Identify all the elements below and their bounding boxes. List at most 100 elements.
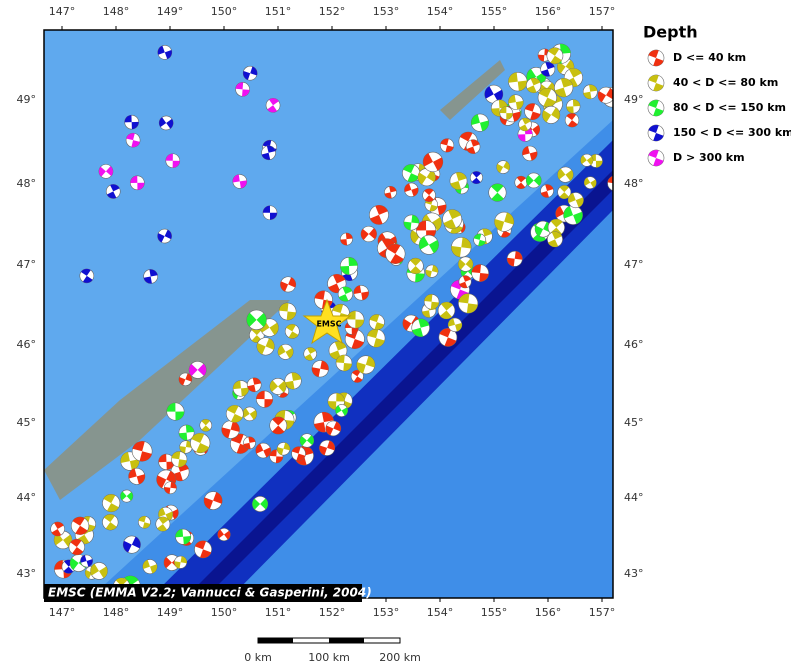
beach-ball-quadrant xyxy=(277,345,286,356)
beach-ball-quadrant xyxy=(264,399,273,408)
beach-ball-quadrant xyxy=(410,258,421,266)
beach-ball xyxy=(647,149,665,167)
beach-ball-quadrant xyxy=(431,217,442,231)
beach-ball-quadrant xyxy=(597,91,607,103)
longitude-label: 149° xyxy=(157,606,184,619)
beach-ball xyxy=(142,559,158,575)
beach-ball-quadrant xyxy=(340,265,350,275)
longitude-label: 157° xyxy=(589,5,616,18)
beach-ball xyxy=(525,172,542,189)
beach-ball-quadrant xyxy=(277,447,284,455)
beach-ball xyxy=(647,124,665,142)
beach-ball-quadrant xyxy=(99,566,108,579)
beach-ball-quadrant xyxy=(320,360,329,371)
beach-ball-quadrant xyxy=(314,290,325,300)
beach-ball-quadrant xyxy=(119,634,126,641)
beach-ball xyxy=(580,153,594,167)
beach-ball-quadrant xyxy=(423,153,433,167)
beach-ball-quadrant xyxy=(439,328,452,338)
beach-ball-quadrant xyxy=(291,446,301,454)
beach-ball xyxy=(125,132,141,148)
beach-ball-quadrant xyxy=(333,274,346,284)
beach-ball xyxy=(353,285,369,301)
beach-ball xyxy=(70,516,90,535)
longitude-label: 151° xyxy=(265,5,292,18)
beach-ball-quadrant xyxy=(470,139,480,147)
beach-ball-quadrant xyxy=(275,456,283,463)
beach-ball-quadrant xyxy=(131,536,141,549)
beach-ball xyxy=(284,323,300,339)
beach-ball-quadrant xyxy=(522,118,531,125)
longitude-label: 155° xyxy=(481,606,508,619)
island-chain xyxy=(440,60,505,120)
beach-ball-quadrant xyxy=(411,187,419,197)
beach-ball-quadrant xyxy=(508,94,516,104)
beach-ball-quadrant xyxy=(312,367,321,377)
beach-ball-quadrant xyxy=(280,281,289,292)
beach-ball-quadrant xyxy=(191,433,205,444)
beach-ball-body xyxy=(134,606,157,629)
beach-ball-quadrant xyxy=(178,432,188,441)
beach-ball-quadrant xyxy=(491,183,504,193)
beach-ball xyxy=(440,138,455,153)
beach-ball xyxy=(473,233,487,247)
beach-ball xyxy=(411,318,430,337)
beach-ball-quadrant xyxy=(172,160,180,168)
beach-ball-quadrant xyxy=(540,190,549,198)
beach-ball-quadrant xyxy=(235,82,244,90)
beach-ball-quadrant xyxy=(243,442,251,449)
beach-ball-quadrant xyxy=(269,380,279,392)
beach-ball xyxy=(506,250,523,267)
latitude-label: 45° xyxy=(624,416,644,429)
beach-ball-quadrant xyxy=(256,312,267,327)
beach-ball-quadrant xyxy=(124,115,132,123)
beach-ball-quadrant xyxy=(124,619,132,627)
beach-ball xyxy=(458,275,472,289)
beach-ball-quadrant xyxy=(506,113,513,120)
beach-ball-quadrant xyxy=(403,164,415,174)
beach-ball-quadrant xyxy=(189,363,198,377)
beach-ball-quadrant xyxy=(269,98,279,106)
beach-ball-quadrant xyxy=(338,294,349,302)
beach-ball xyxy=(546,47,564,65)
beach-ball xyxy=(130,175,145,191)
beach-ball-quadrant xyxy=(526,175,534,186)
beach-ball-quadrant xyxy=(612,95,613,108)
beach-ball-quadrant xyxy=(445,145,454,153)
beach-ball-quadrant xyxy=(196,443,210,453)
beach-ball xyxy=(232,174,248,189)
beach-ball xyxy=(276,442,291,456)
beach-ball-quadrant xyxy=(548,47,560,56)
beach-ball-quadrant xyxy=(557,168,566,180)
beach-ball-quadrant xyxy=(131,140,140,148)
beach-ball-quadrant xyxy=(532,124,540,136)
scale-label: 100 km xyxy=(308,651,350,664)
beach-ball-quadrant xyxy=(213,492,223,504)
beach-ball-quadrant xyxy=(479,120,489,132)
beach-ball-quadrant xyxy=(565,169,574,181)
beach-ball-quadrant xyxy=(23,511,34,522)
beach-ball xyxy=(175,528,192,545)
legend-label: 40 < D <= 80 km xyxy=(673,76,778,89)
beach-ball-quadrant xyxy=(412,327,424,337)
beach-ball xyxy=(280,276,297,293)
beach-ball-quadrant xyxy=(545,62,555,70)
beach-ball xyxy=(447,317,463,332)
beach-ball-quadrant xyxy=(243,70,251,80)
beach-ball xyxy=(647,99,665,117)
beach-ball-quadrant xyxy=(51,528,62,536)
beach-ball xyxy=(157,45,173,60)
beach-ball-quadrant xyxy=(607,175,613,184)
beach-ball-quadrant xyxy=(472,171,482,178)
beach-ball xyxy=(158,115,174,131)
beach-ball-quadrant xyxy=(103,494,116,504)
beach-ball-quadrant xyxy=(170,481,177,489)
beach-ball-body xyxy=(27,526,42,541)
longitude-label: 154° xyxy=(427,606,454,619)
credit: EMSC (EMMA V2.2; Vannucci & Gasperini, 2… xyxy=(48,586,372,600)
beach-ball xyxy=(385,243,406,264)
beach-ball-quadrant xyxy=(540,69,550,77)
beach-ball-quadrant xyxy=(328,283,341,293)
beach-ball xyxy=(243,436,256,450)
beach-ball-quadrant xyxy=(341,407,348,416)
